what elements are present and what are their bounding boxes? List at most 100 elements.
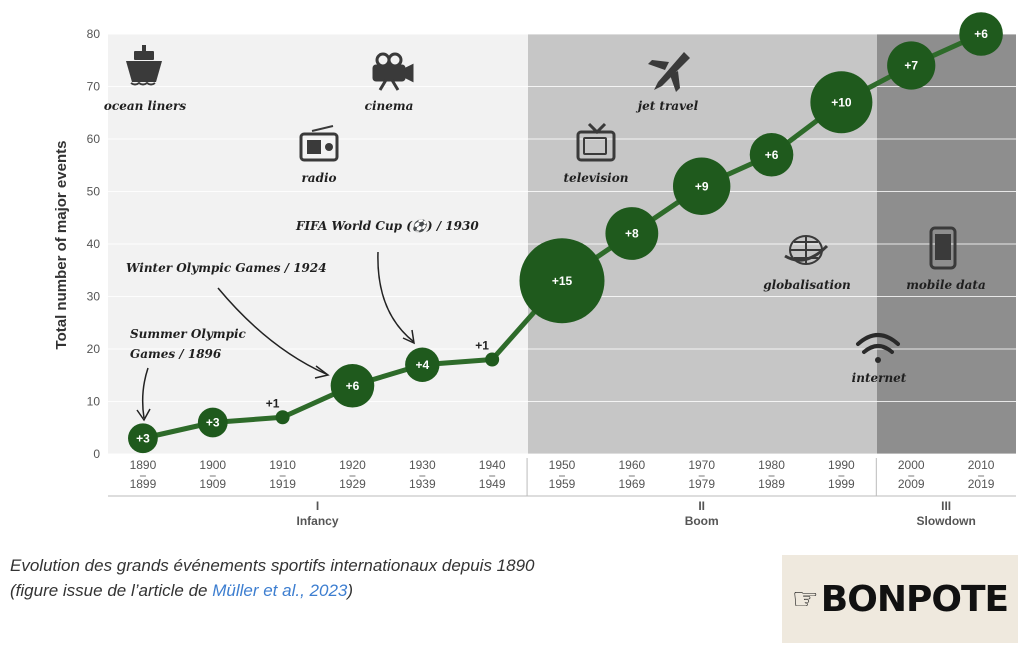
x-tick-label: 1929 [339,477,366,491]
x-tick-label: 1920 [339,458,366,472]
data-label: +8 [625,227,639,241]
x-tick-label: 1990 [828,458,855,472]
annotation-summer-olympics-line1: Summer Olympic [130,327,247,341]
logo-text: BONPOTE [820,578,1009,620]
x-tick-label: 2009 [898,477,925,491]
data-label: +6 [346,379,360,393]
data-point [275,410,290,425]
era-numeral: II [698,499,705,513]
data-label: +4 [415,358,429,372]
y-tick-label: 70 [87,80,101,94]
data-label: +1 [266,396,280,410]
pointing-hand-icon: ☞ [791,582,819,616]
data-point [749,132,794,177]
data-point [810,71,873,134]
data-point [605,207,659,260]
x-tick-label: 1979 [688,477,715,491]
data-label: +3 [136,431,150,445]
x-tick-label: 1960 [618,458,645,472]
airplane-icon [648,52,690,92]
y-tick-label: 40 [87,237,101,251]
y-tick-label: 50 [87,185,101,199]
tech-label: globalisation [763,278,851,292]
data-label: +6 [765,148,779,162]
x-tick-label: 1899 [130,477,157,491]
globe-icon [784,235,829,265]
data-point [330,363,375,408]
wifi-icon [856,333,900,363]
tech-label: internet [852,371,907,385]
tech-label: jet travel [636,99,699,113]
annotation-arrowhead [136,408,151,422]
data-point [485,352,500,367]
x-tick-label: 1910 [269,458,296,472]
x-tick-label: 1980 [758,458,785,472]
x-tick-label: 1919 [269,477,296,491]
data-label: +9 [695,179,709,193]
x-tick-label: 2000 [898,458,925,472]
annotation-arrow [141,367,149,419]
chart: 0 10 20 30 40 50 60 70 80 Total number of major … [53,12,1016,528]
tech-label: television [564,171,629,185]
annotations: Summer Olympic Games / 1896 Winter Olymp… [126,219,479,422]
y-axis: 0 10 20 30 40 50 60 70 80 [87,27,101,461]
film-camera-icon [372,52,414,91]
data-label: +1 [475,339,489,353]
caption-line2: (figure issue de l’article de Müller et … [10,578,535,603]
x-tick-label: 1909 [199,477,226,491]
x-tick-label: 1989 [758,477,785,491]
era-name: Infancy [297,514,339,528]
caption-prefix: (figure issue de l’article de [10,581,213,600]
x-tick-label: 2019 [968,477,995,491]
y-tick-label: 0 [93,447,100,461]
x-tick-label: 1939 [409,477,436,491]
era-name: Boom [685,514,719,528]
era-numeral: I [316,499,319,513]
y-axis-label: Total number of major events [53,141,70,350]
x-tick-label: 2010 [968,458,995,472]
radio-icon [299,125,339,162]
x-tick-label: 1950 [549,458,576,472]
data-point [405,347,440,382]
data-point [672,157,731,215]
tech-label: radio [301,171,336,185]
y-tick-label: 80 [87,27,101,41]
mobile-phone-icon [929,226,957,270]
annotation-fifa-world-cup: FIFA World Cup (⚽) / 1930 [295,219,479,233]
x-tick-label: 1949 [479,477,506,491]
data-points: +3 +3 +1 +6 +4 +1 +15 +8 +9 +6 +10 +7 +6 [128,12,1003,454]
data-label: +7 [904,59,918,73]
data-label: +3 [206,416,220,430]
era-name: Slowdown [916,514,975,528]
television-icon [576,122,616,162]
data-point [519,238,605,324]
bonpote-logo: ☞ BONPOTE [782,555,1018,643]
annotation-arrowhead [314,365,330,379]
data-label: +15 [552,274,573,288]
x-tick-label: 1890 [130,458,157,472]
x-tick-label: 1940 [479,458,506,472]
figure-caption: Evolution des grands événements sportifs… [10,553,535,603]
x-tick-label: 1969 [618,477,645,491]
y-tick-label: 20 [87,342,101,356]
annotation-arrow [377,251,415,343]
annotation-arrow [217,287,327,375]
tech-label: ocean liners [104,99,186,113]
technology-labels: ocean liners cinema radio jet travel tel… [104,99,986,385]
x-axis: 1890 1899 1900 1909 1910 1919 1920 1929 1930 1939… [108,458,1016,497]
data-label: +6 [974,27,988,41]
caption-suffix: ) [347,581,354,600]
x-tick-label: 1930 [409,458,436,472]
era-numeral: III [941,499,951,513]
x-tick-label: 1999 [828,477,855,491]
x-tick-label: 1970 [688,458,715,472]
y-tick-label: 60 [87,132,101,146]
ship-icon [126,45,162,86]
x-tick-label: 1900 [199,458,226,472]
caption-source-link[interactable]: Müller et al., 2023 [212,581,348,600]
caption-line1: Evolution des grands événements sportifs… [10,556,535,575]
x-tick-label: 1959 [549,477,576,491]
tech-label: cinema [365,99,414,113]
data-point [887,41,936,90]
